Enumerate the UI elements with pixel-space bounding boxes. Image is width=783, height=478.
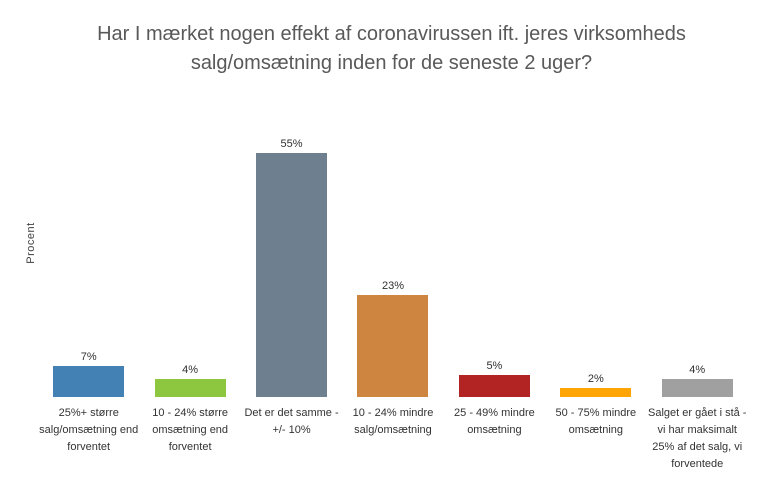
bar-value-label: 55% <box>280 138 303 150</box>
bar-area: 2% <box>545 135 646 397</box>
bar-area: 7% <box>38 135 139 397</box>
bar-value-label: 7% <box>80 351 97 363</box>
bar-area: 23% <box>342 135 443 397</box>
bar-value-label: 4% <box>689 364 706 376</box>
bar-chart-plot-area: 7% 25%+ større salg/omsætning end forven… <box>38 135 748 473</box>
chart-title: Har I mærket nogen effekt af coronavirus… <box>97 23 686 74</box>
bar-category-label: 25%+ større salg/omsætning end forventet <box>39 407 139 454</box>
bar-value-label: 2% <box>587 373 604 385</box>
bar-area: 4% <box>139 135 240 397</box>
bar <box>256 153 328 397</box>
bar-value-label: 23% <box>381 280 404 292</box>
bar-category-label: 50 - 75% mindre omsætning <box>555 407 637 437</box>
bar-column: 23% 10 - 24% mindre salg/omsætning <box>342 135 443 439</box>
bar <box>560 388 632 397</box>
bar-category-label: Det er det samme - +/- 10% <box>244 407 339 437</box>
bar <box>357 295 429 397</box>
bar-category-label: 10 - 24% mindre salg/omsætning <box>352 407 434 437</box>
bar-category-label: 10 - 24% større omsætning end forventet <box>152 407 229 454</box>
bar-value-label: 5% <box>486 360 503 372</box>
bar-category-label: Salget er gået i stå - vi har maksimalt … <box>648 407 747 471</box>
bar <box>458 375 530 397</box>
bar-column: 5% 25 - 49% mindre omsætning <box>444 135 545 439</box>
bar <box>154 379 226 397</box>
y-axis-label: Procent <box>25 222 37 264</box>
bar-column: 7% 25%+ større salg/omsætning end forven… <box>38 135 139 456</box>
bar <box>661 379 733 397</box>
bar-column: 4% Salget er gået i stå - vi har maksima… <box>647 135 748 473</box>
bar-area: 4% <box>647 135 748 397</box>
bar-value-label: 4% <box>182 364 199 376</box>
bar-category-label: 25 - 49% mindre omsætning <box>454 407 535 437</box>
bar-column: 4% 10 - 24% større omsætning end forvent… <box>139 135 240 456</box>
bar-column: 2% 50 - 75% mindre omsætning <box>545 135 646 439</box>
bar-area: 55% <box>241 135 342 397</box>
bar-column: 55% Det er det samme - +/- 10% <box>241 135 342 439</box>
bar-area: 5% <box>444 135 545 397</box>
bar <box>53 366 125 397</box>
